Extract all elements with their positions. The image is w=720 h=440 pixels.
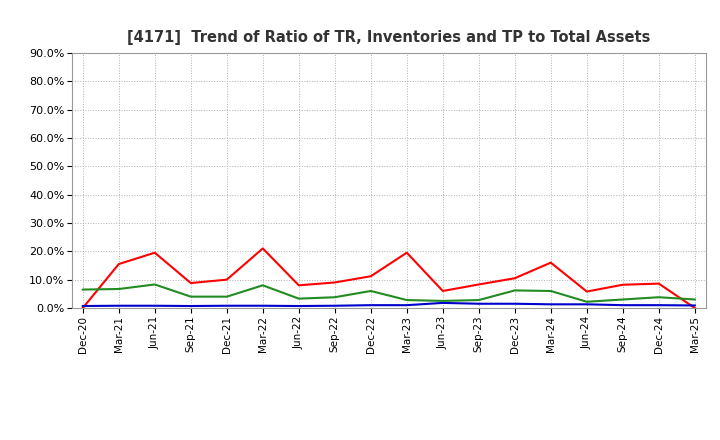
Inventories: [582, 302, 591, 307]
Inventories: [654, 303, 663, 308]
Trade Receivables: [114, 261, 123, 267]
Trade Receivables: [546, 260, 555, 265]
Inventories: [222, 303, 231, 308]
Trade Receivables: [582, 289, 591, 294]
Trade Receivables: [402, 250, 411, 255]
Trade Receivables: [438, 288, 447, 293]
Inventories: [546, 302, 555, 307]
Inventories: [690, 303, 699, 308]
Trade Receivables: [366, 274, 375, 279]
Trade Payables: [618, 297, 627, 302]
Inventories: [114, 303, 123, 308]
Trade Receivables: [186, 280, 195, 286]
Trade Receivables: [510, 275, 519, 281]
Line: Trade Receivables: Trade Receivables: [83, 249, 695, 308]
Trade Payables: [294, 296, 303, 301]
Inventories: [510, 301, 519, 306]
Title: [4171]  Trend of Ratio of TR, Inventories and TP to Total Assets: [4171] Trend of Ratio of TR, Inventories…: [127, 29, 650, 45]
Trade Receivables: [150, 250, 159, 255]
Trade Payables: [258, 282, 267, 288]
Trade Payables: [546, 288, 555, 293]
Trade Payables: [438, 298, 447, 304]
Line: Inventories: Inventories: [83, 303, 695, 306]
Trade Payables: [654, 295, 663, 300]
Trade Payables: [222, 294, 231, 299]
Trade Receivables: [618, 282, 627, 287]
Trade Receivables: [258, 246, 267, 251]
Trade Receivables: [654, 281, 663, 286]
Trade Payables: [690, 297, 699, 302]
Inventories: [78, 303, 87, 308]
Trade Payables: [114, 286, 123, 292]
Inventories: [366, 303, 375, 308]
Trade Payables: [150, 282, 159, 287]
Trade Payables: [510, 288, 519, 293]
Line: Trade Payables: Trade Payables: [83, 285, 695, 302]
Inventories: [474, 301, 483, 306]
Trade Payables: [402, 297, 411, 303]
Trade Payables: [582, 299, 591, 304]
Inventories: [294, 303, 303, 308]
Inventories: [258, 303, 267, 308]
Trade Payables: [330, 295, 339, 300]
Inventories: [618, 303, 627, 308]
Inventories: [438, 300, 447, 305]
Inventories: [402, 303, 411, 308]
Trade Receivables: [474, 282, 483, 287]
Inventories: [330, 303, 339, 308]
Trade Receivables: [78, 305, 87, 311]
Trade Receivables: [690, 305, 699, 311]
Trade Payables: [366, 288, 375, 293]
Inventories: [186, 303, 195, 308]
Trade Receivables: [222, 277, 231, 282]
Inventories: [150, 303, 159, 308]
Trade Receivables: [294, 282, 303, 288]
Trade Receivables: [330, 280, 339, 285]
Trade Payables: [78, 287, 87, 292]
Trade Payables: [186, 294, 195, 299]
Trade Payables: [474, 297, 483, 303]
